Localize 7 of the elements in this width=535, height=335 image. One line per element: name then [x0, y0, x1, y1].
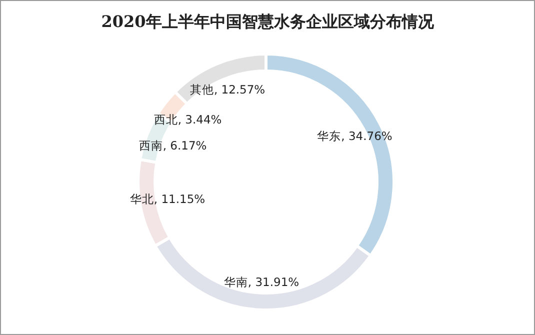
chart-title: 2020年上半年中国智慧水务企业区域分布情况	[101, 12, 435, 31]
slice-label: 西南, 6.17%	[138, 138, 207, 153]
slice-label: 其他, 12.57%	[190, 82, 266, 97]
slice-label: 华东, 34.76%	[317, 128, 392, 143]
slice-label: 西北, 3.44%	[154, 112, 222, 127]
slice-label: 华北, 11.15%	[130, 192, 206, 206]
slice-label: 华南, 31.91%	[224, 274, 300, 289]
